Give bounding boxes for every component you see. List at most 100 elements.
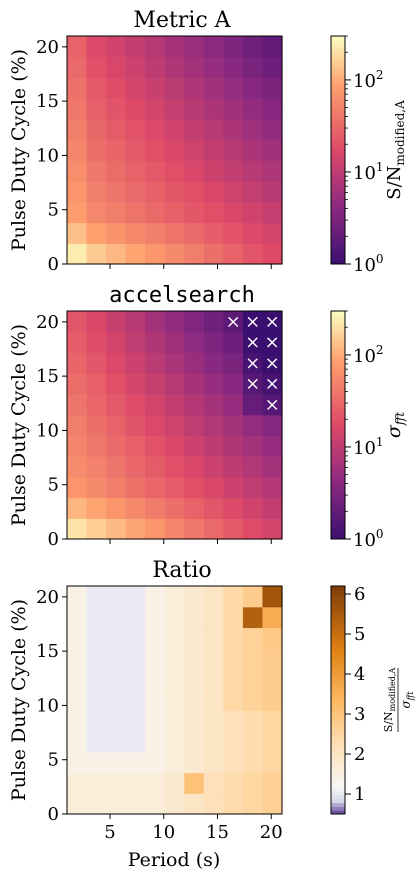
heatmap-cell (106, 648, 127, 670)
colorbar-tick-label: 102 (353, 343, 384, 367)
heatmap-cell (242, 393, 264, 416)
heatmap-cell (145, 393, 166, 416)
colorbar-segment (331, 146, 345, 151)
heatmap-cell (203, 772, 224, 794)
plot-frame (66, 585, 283, 815)
x-axis-label: Period (s) (128, 849, 221, 871)
heatmap-cell (125, 606, 146, 629)
heatmap-cell (223, 222, 244, 244)
heatmap-cell (223, 160, 244, 182)
heatmap-grid (67, 586, 283, 815)
colorbar-segment (331, 150, 345, 155)
heatmap-cell (203, 352, 224, 374)
heatmap-cell (242, 710, 264, 732)
heatmap-cell (164, 435, 185, 457)
heatmap-cell (86, 476, 107, 499)
heatmap-cell (67, 56, 88, 79)
heatmap-cell (86, 243, 107, 265)
y-axis-ticks: 0 5 10 15 20 (36, 312, 67, 550)
heatmap-cell (262, 243, 283, 265)
heatmap-cell (242, 606, 264, 629)
heatmap-cell (145, 311, 166, 333)
heatmap-cell (164, 331, 185, 354)
heatmap-cell (106, 731, 127, 753)
colorbar-segment (331, 753, 345, 758)
heatmap-cell (106, 476, 127, 499)
colorbar-segment (331, 100, 345, 105)
heatmap-cell (125, 435, 146, 457)
heatmap-cell (223, 627, 244, 649)
colorbar-frame (330, 35, 346, 265)
heatmap-cell (242, 731, 264, 753)
colorbar-segment (331, 256, 345, 261)
heatmap-cell (86, 118, 107, 141)
heatmap-cell (184, 311, 205, 333)
heatmap-cell (223, 456, 244, 478)
colorbar-segment (331, 798, 345, 804)
colorbar-label: S/Nmodified,A (384, 100, 407, 200)
colorbar-segment (331, 639, 345, 644)
colorbar-tick-label: 102 (353, 68, 384, 92)
colorbar-segment (331, 203, 345, 208)
colorbar-frame (330, 310, 346, 540)
heatmap-cell (223, 648, 244, 670)
heatmap-cell (86, 201, 107, 224)
colorbar-tick-label: 5 (354, 624, 365, 645)
heatmap-cell (242, 243, 264, 265)
heatmap-cell (262, 181, 283, 203)
heatmap-cell (203, 751, 224, 774)
colorbar-segment (331, 115, 345, 121)
heatmap-cell (164, 668, 185, 691)
y-axis-ticks: 0 5 10 15 20 (36, 37, 67, 275)
heatmap-cell (262, 689, 283, 711)
heatmap-cell (106, 689, 127, 711)
heatmap-cell (125, 331, 146, 354)
heatmap-cell (262, 139, 283, 161)
heatmap-cell (145, 476, 166, 499)
heatmap-cell (125, 393, 146, 416)
colorbar-segment (331, 241, 345, 246)
colorbar-segment (331, 333, 345, 339)
heatmap-cell (223, 311, 244, 333)
heatmap-cell (86, 56, 107, 79)
heatmap-cell (262, 118, 283, 141)
heatmap-cell (67, 414, 88, 436)
colorbar-segment (331, 233, 345, 238)
heatmap-cell (223, 518, 244, 540)
heatmap-cell (164, 118, 185, 141)
heatmap-cell (67, 222, 88, 244)
colorbar-segment (331, 620, 345, 625)
colorbar-segment (331, 696, 345, 701)
heatmap-cell (106, 627, 127, 649)
heatmap-cell (203, 201, 224, 224)
heatmap-cell (164, 373, 185, 395)
heatmap-cell (164, 476, 185, 499)
heatmap-cell (67, 793, 88, 815)
heatmap-cell (203, 181, 224, 203)
heatmap-cell (242, 373, 264, 395)
colorbar-segment (331, 81, 345, 86)
marker-x: × (265, 311, 280, 332)
heatmap-cell (203, 668, 224, 691)
heatmap-cell (106, 181, 127, 203)
heatmap-cell (164, 518, 185, 540)
x-tick-label: 5 (104, 822, 115, 843)
heatmap-cell (86, 435, 107, 457)
colorbar-segment (331, 601, 345, 606)
heatmap-cell (67, 648, 88, 670)
x-axis-ticks: 5 10 15 20 (104, 814, 283, 843)
heatmap-cell (262, 751, 283, 774)
heatmap-cell (125, 476, 146, 499)
heatmap-cell (184, 793, 205, 815)
heatmap-cell (106, 201, 127, 224)
colorbar-frame (330, 585, 346, 815)
heatmap-cell (106, 118, 127, 141)
heatmap-cell (223, 393, 244, 416)
colorbar-segment (331, 51, 345, 56)
colorbar-segment (331, 497, 345, 502)
colorbar-tick-label: 1 (354, 784, 365, 805)
heatmap-cell (164, 497, 185, 519)
panel-metric-a: Metric A 0 5 10 15 20 Pulse Duty Cycle (%) 1… (8, 8, 407, 276)
heatmap-cell (184, 331, 205, 354)
heatmap-cell (125, 36, 146, 58)
